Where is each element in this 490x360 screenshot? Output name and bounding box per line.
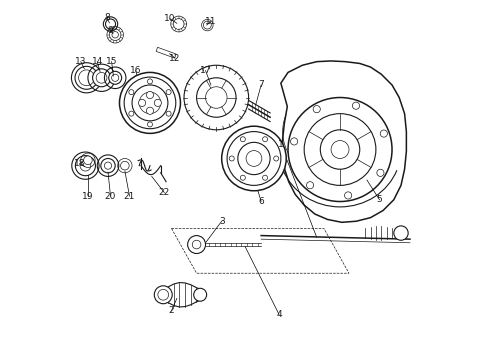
Text: 4: 4 xyxy=(276,310,282,319)
Text: 19: 19 xyxy=(82,192,94,201)
Circle shape xyxy=(380,130,388,137)
Text: 16: 16 xyxy=(130,66,142,75)
Circle shape xyxy=(394,226,408,240)
Text: 5: 5 xyxy=(377,195,382,204)
Circle shape xyxy=(274,156,279,161)
Text: 17: 17 xyxy=(200,66,211,75)
Text: 10: 10 xyxy=(164,14,175,23)
Text: 14: 14 xyxy=(92,57,103,66)
Text: 7: 7 xyxy=(258,81,264,90)
Text: 22: 22 xyxy=(159,188,170,197)
Text: 13: 13 xyxy=(75,57,87,66)
Circle shape xyxy=(147,79,152,84)
Polygon shape xyxy=(156,47,176,58)
Circle shape xyxy=(147,91,153,99)
Circle shape xyxy=(288,98,392,202)
Circle shape xyxy=(240,175,245,180)
Circle shape xyxy=(166,90,171,95)
Circle shape xyxy=(129,111,134,116)
Circle shape xyxy=(221,126,286,191)
Text: 18: 18 xyxy=(74,159,86,168)
Circle shape xyxy=(166,111,171,116)
Text: 15: 15 xyxy=(106,57,117,66)
Text: 21: 21 xyxy=(124,192,135,201)
Text: 2: 2 xyxy=(169,306,174,315)
Circle shape xyxy=(184,65,248,130)
Text: 20: 20 xyxy=(105,192,116,201)
Circle shape xyxy=(93,69,111,87)
Circle shape xyxy=(188,235,205,253)
Circle shape xyxy=(194,288,207,301)
Circle shape xyxy=(75,66,98,89)
Circle shape xyxy=(240,137,245,142)
Circle shape xyxy=(105,19,116,29)
Circle shape xyxy=(84,156,92,165)
Text: 1: 1 xyxy=(278,140,284,149)
Text: 8: 8 xyxy=(104,13,110,22)
Circle shape xyxy=(291,138,298,145)
Circle shape xyxy=(306,182,314,189)
Text: 6: 6 xyxy=(258,197,264,206)
Circle shape xyxy=(120,72,180,134)
Circle shape xyxy=(129,90,134,95)
Text: 3: 3 xyxy=(219,217,224,226)
Circle shape xyxy=(377,169,384,176)
Text: 12: 12 xyxy=(170,54,181,63)
Text: 11: 11 xyxy=(205,17,217,26)
Text: 9: 9 xyxy=(108,26,113,35)
Circle shape xyxy=(203,21,211,29)
Circle shape xyxy=(313,105,320,113)
Circle shape xyxy=(147,122,152,127)
Circle shape xyxy=(154,99,161,107)
Circle shape xyxy=(147,107,153,114)
Circle shape xyxy=(263,137,268,142)
Circle shape xyxy=(139,99,146,107)
Circle shape xyxy=(352,102,360,109)
Circle shape xyxy=(154,286,172,304)
Circle shape xyxy=(75,156,96,176)
Polygon shape xyxy=(281,61,406,222)
Circle shape xyxy=(229,156,234,161)
Circle shape xyxy=(109,71,122,84)
Circle shape xyxy=(344,192,352,199)
Circle shape xyxy=(263,175,268,180)
Circle shape xyxy=(101,158,115,173)
Circle shape xyxy=(121,161,129,170)
